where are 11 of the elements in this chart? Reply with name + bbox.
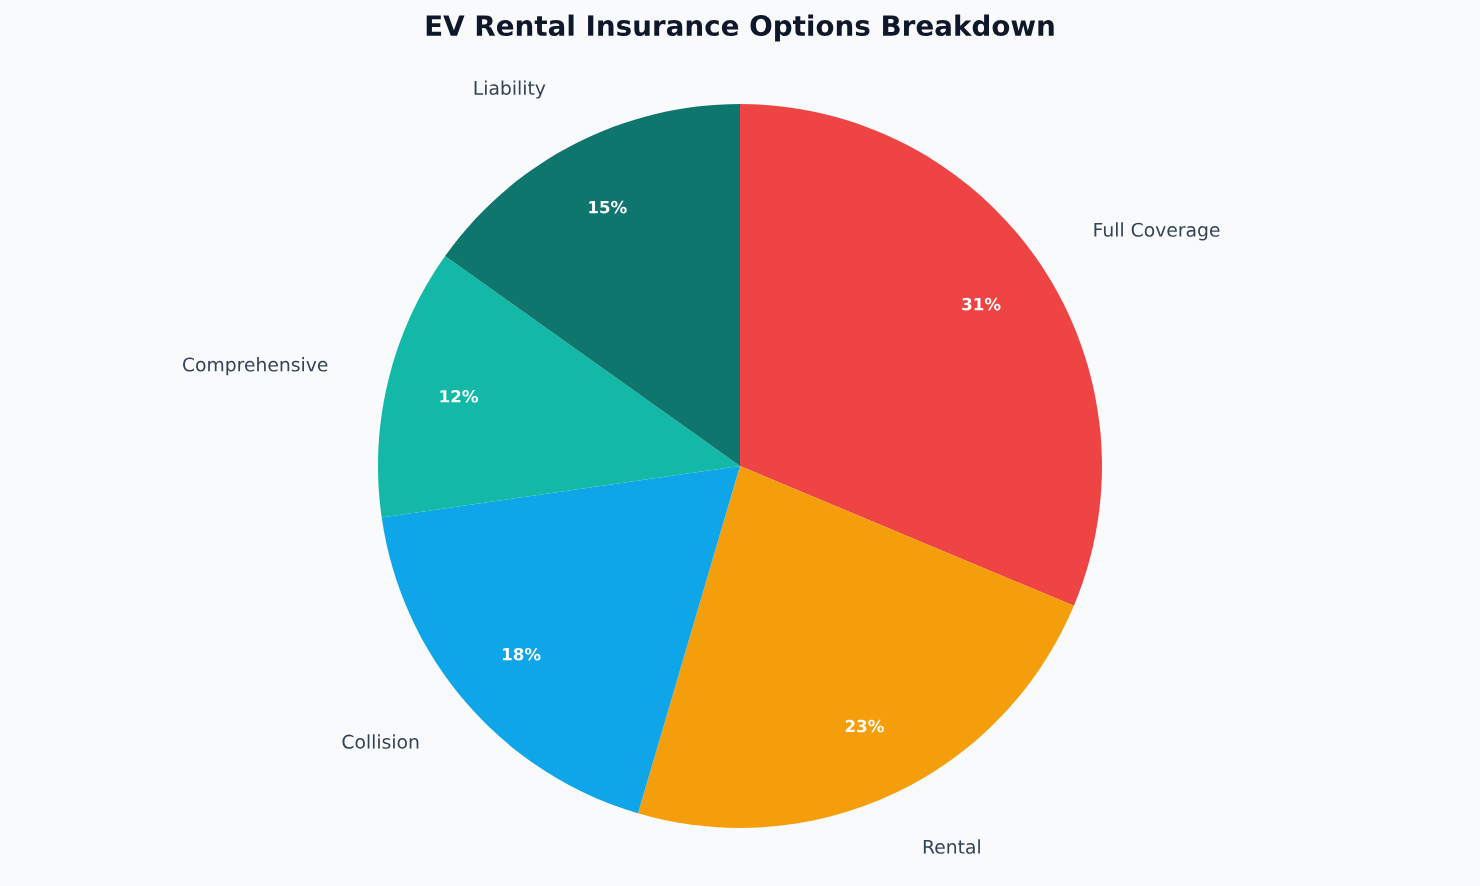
data-label: 15%	[589, 200, 627, 214]
chart-title: EV Rental Insurance Options Breakdown	[426, 14, 1054, 42]
slice-label: Liability	[474, 80, 546, 99]
slice-label: Comprehensive	[182, 357, 328, 376]
slice-label: Collision	[342, 734, 419, 749]
slice-label: Rental	[923, 839, 980, 854]
slice-label: Full Coverage	[1094, 222, 1220, 241]
data-label: 12%	[440, 389, 478, 403]
data-label: 18%	[503, 647, 541, 661]
data-label: 31%	[962, 297, 1001, 311]
data-label: 23%	[845, 719, 884, 733]
